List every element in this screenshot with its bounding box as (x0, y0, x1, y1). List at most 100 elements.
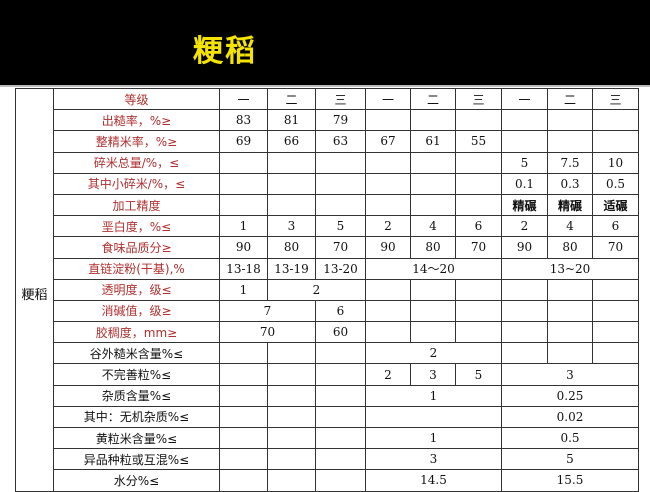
table-cell (365, 151, 411, 174)
table-cell (315, 172, 366, 195)
table-row: 碎米总量/%，≤ 5 7.5 10 (16, 151, 639, 174)
table-cell: 适碾 (592, 193, 639, 217)
table-cell (315, 448, 366, 471)
table-row: 不完善粒%≤ 2 3 5 3 (16, 363, 639, 386)
row-label: 消碱值，级≥ (53, 299, 220, 323)
table-cell (455, 278, 502, 301)
row-label: 水分%≤ (53, 469, 220, 492)
table-cell (267, 193, 316, 217)
table-cell: 83 (219, 109, 268, 132)
table-cell (219, 342, 268, 365)
table-row: 出糙率，%≥ 83 81 79 (16, 109, 639, 132)
row-label: 不完善粒%≤ (53, 363, 220, 386)
table-row: 杂质含量%≤ 1 0.25 (16, 384, 639, 407)
row-label: 其中：无机杂质%≤ (53, 405, 220, 429)
table-row: 异品种粒或互混%≤ 3 5 (16, 448, 639, 471)
row-label: 透明度，级≤ (53, 278, 220, 301)
table-cell: 13-19 (267, 257, 316, 280)
table-cell (267, 448, 316, 471)
row-label: 加工精度 (53, 193, 220, 217)
table-cell (365, 193, 411, 217)
table-row: 其中：无机杂质%≤ 0.02 (16, 405, 639, 429)
table-cell (592, 109, 639, 132)
table-cell (501, 321, 548, 344)
table-cell (219, 469, 268, 492)
row-label: 胶稠度，mm≥ (53, 321, 220, 344)
table-cell: 67 (365, 130, 411, 153)
table-cell (267, 172, 316, 195)
table-cell: 69 (219, 130, 268, 153)
row-label: 出糙率，%≥ (53, 109, 220, 132)
table-cell: 1 (219, 278, 268, 301)
table-cell (219, 172, 268, 195)
table-cell (592, 130, 639, 153)
table-cell: 2 (501, 215, 548, 238)
table-cell (410, 193, 456, 217)
table-cell (219, 151, 268, 174)
table-cell: 80 (410, 236, 456, 259)
table-cell: 3 (267, 215, 316, 238)
table-row: 水分%≤ 14.5 15.5 (16, 469, 639, 492)
table-cell: 1 (219, 215, 268, 238)
row-label: 等级 (53, 87, 220, 111)
table-cell: 精碾 (501, 193, 548, 217)
table-cell (410, 278, 456, 301)
table-cell: 2 (365, 215, 411, 238)
table-row: 加工精度 精碾 精碾 适碾 (16, 193, 639, 217)
table-cell (547, 109, 593, 132)
table-row: 直链淀粉(干基),% 13-18 13-19 13-20 14～20 13~20 (16, 257, 639, 280)
table-cell: 14.5 (365, 469, 502, 492)
table-row: 垩白度，%≤ 1 3 5 2 4 6 2 4 6 (16, 215, 639, 238)
table-cell: 3 (365, 448, 502, 471)
table-cell (592, 278, 639, 301)
title-banner (0, 0, 650, 85)
table-cell: 3 (410, 363, 456, 386)
table-cell (219, 193, 268, 217)
grade-header-cell: 二 (547, 87, 593, 111)
row-label: 直链淀粉(干基),% (53, 257, 220, 280)
table-cell (219, 384, 268, 407)
table-cell: 70 (455, 236, 502, 259)
table-cell: 0.5 (592, 172, 639, 195)
table-cell: 0.1 (501, 172, 548, 195)
table-cell: 6 (455, 215, 502, 238)
table-cell: 10 (592, 151, 639, 174)
table-row: 食味品质分≥ 90 80 70 90 80 70 90 80 70 (16, 236, 639, 259)
table-cell (267, 405, 316, 429)
table-cell (501, 299, 548, 323)
grade-header-cell: 一 (501, 87, 548, 111)
table-cell: 4 (547, 215, 593, 238)
table-cell: 70 (315, 236, 366, 259)
table-cell: 0.5 (501, 426, 639, 450)
grade-header-cell: 一 (365, 87, 411, 111)
table-cell: 14～20 (365, 257, 502, 280)
grade-header-cell: 三 (455, 87, 502, 111)
table-cell (547, 299, 593, 323)
table-cell (410, 109, 456, 132)
row-label: 黄粒米含量%≤ (53, 426, 220, 450)
table-cell: 13~20 (501, 257, 639, 280)
rice-standard-table: 粳稻 等级一二三一二三一二三出糙率，%≥ 83 81 79 整精米率，%≥ 69 66 63 67… (15, 87, 639, 492)
side-label: 粳稻 (15, 88, 54, 492)
row-label: 食味品质分≥ (53, 236, 220, 259)
row-label: 整精米率，%≥ (53, 130, 220, 153)
table-cell (219, 426, 268, 450)
grade-header-cell: 三 (592, 87, 639, 111)
table-row: 粳稻 等级一二三一二三一二三 (15, 87, 639, 492)
table-cell: 80 (547, 236, 593, 259)
table-row: 消碱值，级≥ 7 6 (16, 299, 639, 323)
table-cell: 70 (219, 321, 316, 344)
table-cell: 13-18 (219, 257, 268, 280)
table-cell: 3 (501, 363, 639, 386)
table-cell (219, 363, 268, 386)
table-cell: 6 (592, 215, 639, 238)
table-cell (267, 151, 316, 174)
table-cell (219, 405, 268, 429)
table-cell: 0.3 (547, 172, 593, 195)
table-cell: 4 (410, 215, 456, 238)
table-cell (592, 299, 639, 323)
table-cell (267, 342, 316, 365)
table-cell (315, 384, 366, 407)
row-label: 垩白度，%≤ (53, 215, 220, 238)
table-cell: 5 (501, 151, 548, 174)
